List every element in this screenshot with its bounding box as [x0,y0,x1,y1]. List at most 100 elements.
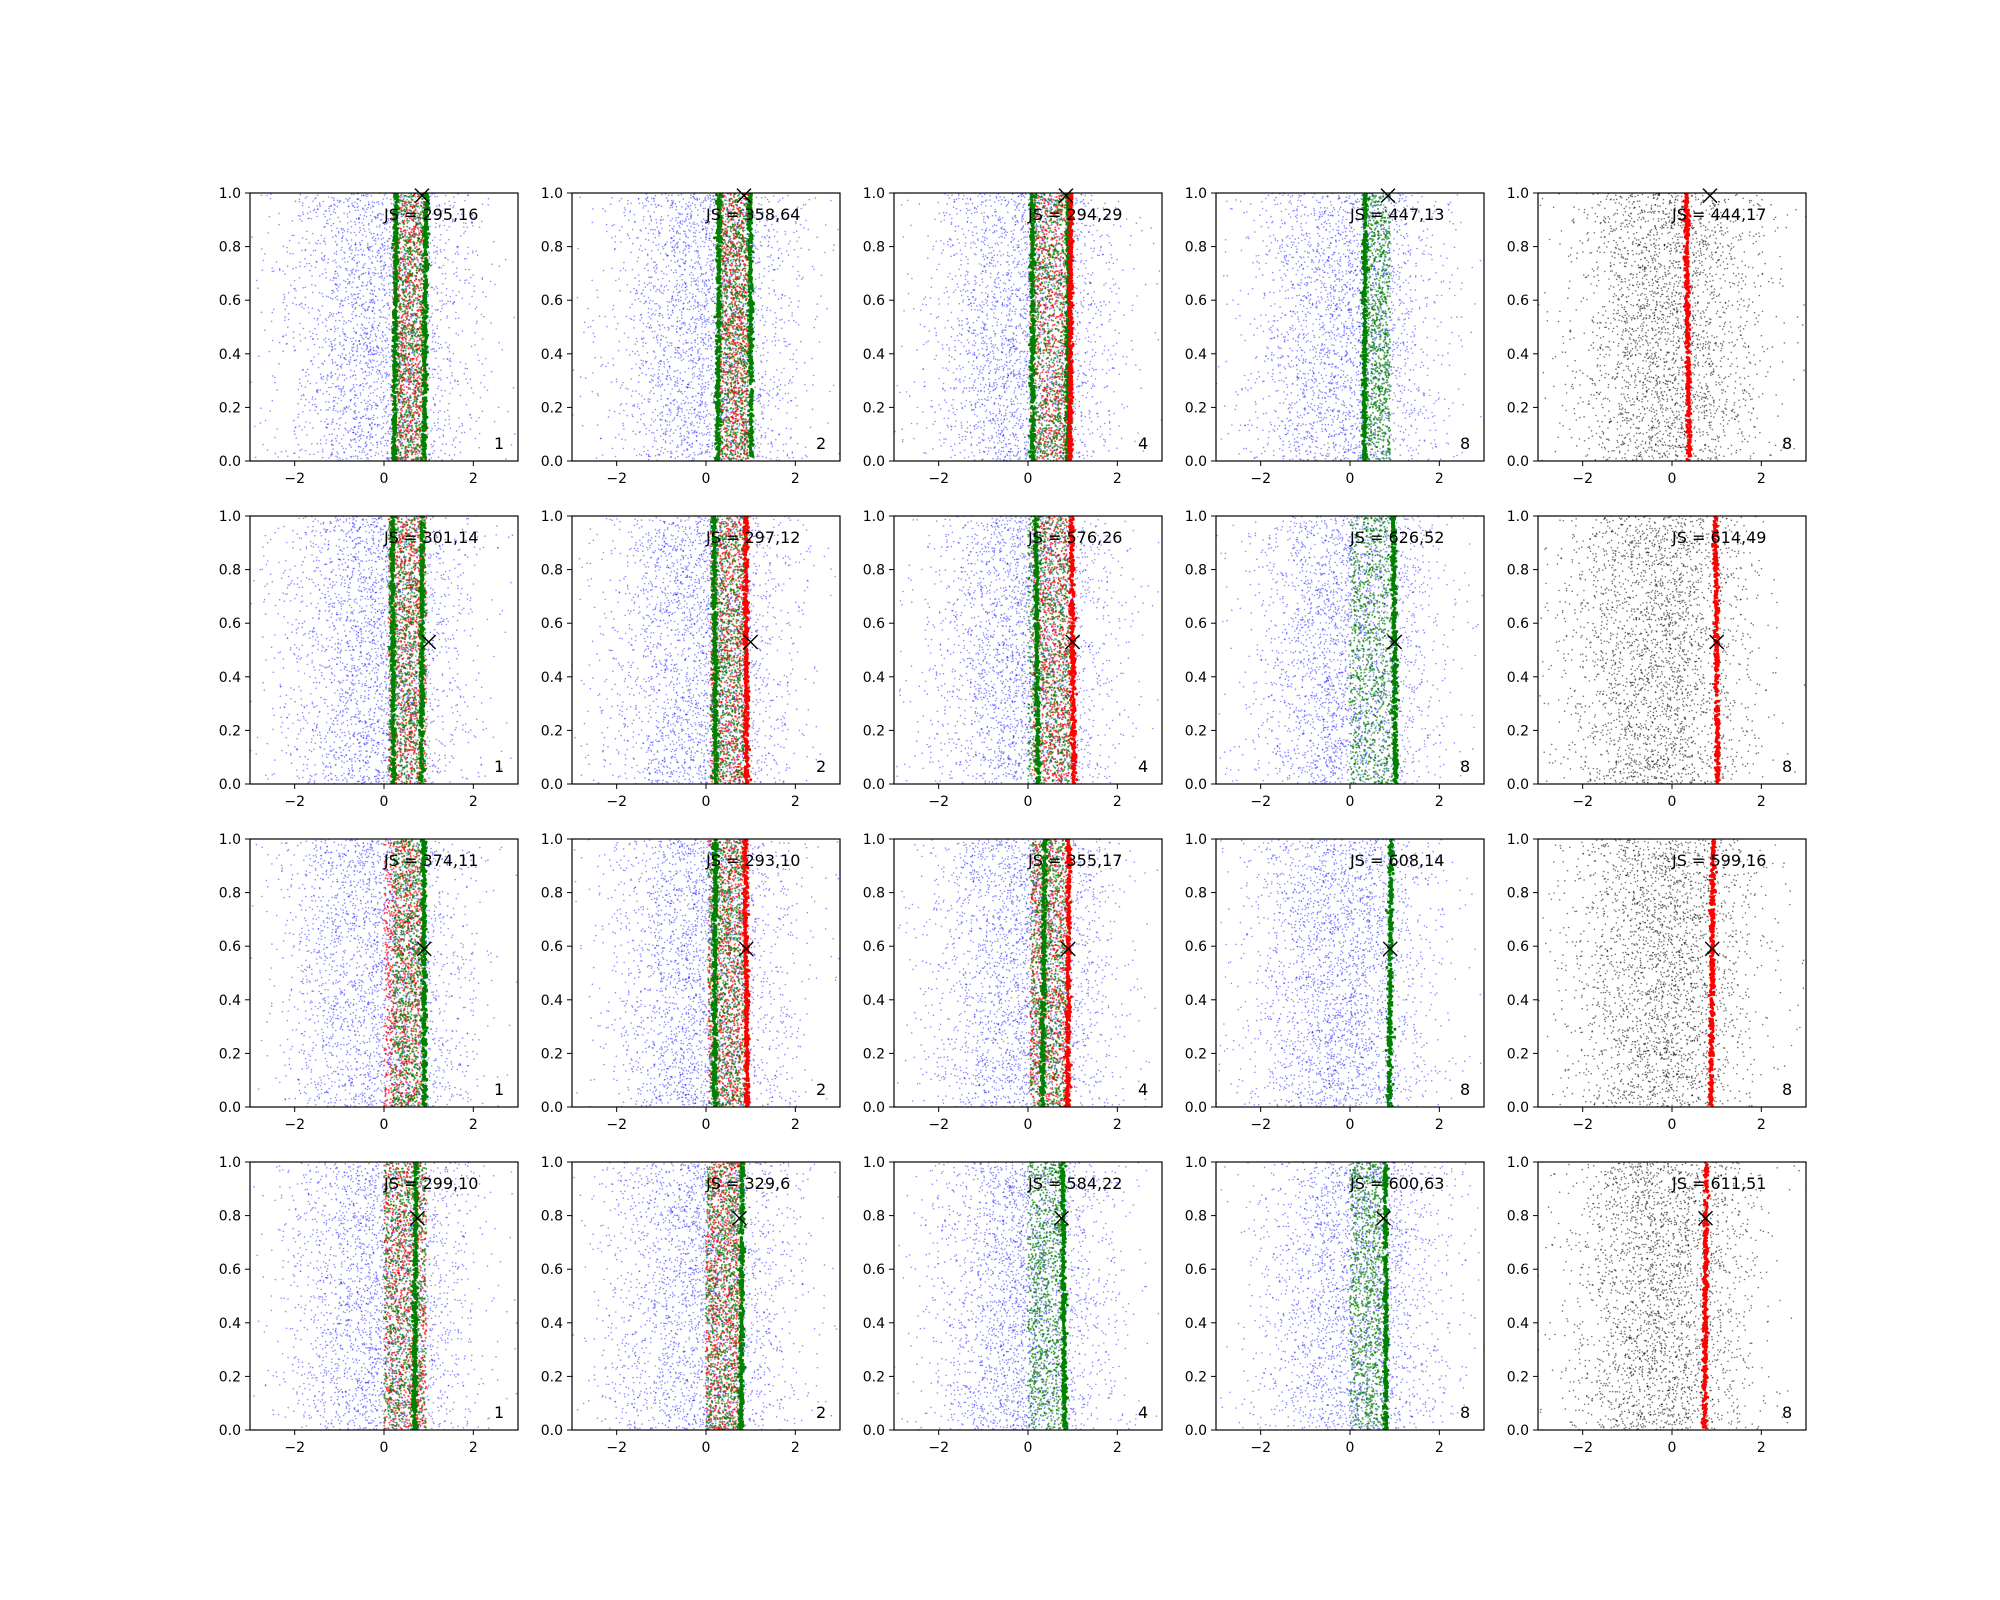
green-point [407,258,409,260]
cloud-point [388,432,390,434]
cloud-point [336,288,338,290]
cloud-point [336,440,338,442]
green-point [417,344,419,346]
cloud-point [338,388,340,390]
cloud-point [367,207,369,209]
green-point [400,344,402,346]
cloud-point [388,323,390,325]
green-point [413,372,415,374]
cloud-point [384,415,386,417]
cloud-point [406,199,408,201]
cloud-point [371,366,373,368]
cloud-point [349,249,351,251]
cloud-point [383,279,385,281]
cloud-point [381,375,383,377]
cloud-point [329,315,331,317]
cloud-point [444,249,446,251]
cloud-point [354,402,356,404]
cloud-point [400,197,402,199]
green-point [401,324,403,326]
red-point [397,432,399,434]
cloud-point [321,235,323,237]
cloud-point [390,384,392,386]
cloud-point [357,293,359,295]
cloud-point [372,323,374,325]
cloud-point [327,374,329,376]
cloud-point [352,337,354,339]
cloud-point [359,385,361,387]
cloud-point [499,265,501,267]
green-line-point [392,281,395,284]
green-line-point [393,414,396,417]
cloud-point [312,364,314,366]
cloud-point [386,453,388,455]
cloud-point [366,437,368,439]
cloud-point [322,378,324,380]
cloud-point [348,205,350,207]
cloud-point [372,294,374,296]
cloud-point [349,281,351,283]
green-point [415,433,417,435]
cloud-point [391,359,393,361]
cloud-point [369,399,371,401]
cloud-point [311,218,313,220]
cloud-point [363,339,365,341]
cloud-point [339,320,341,322]
red-point [404,345,406,347]
cloud-point [348,432,350,434]
cloud-point [375,366,377,368]
cloud-point [374,267,376,269]
cloud-point [366,317,368,319]
cloud-point [358,270,360,272]
cloud-point [378,330,380,332]
green-point [405,259,407,261]
green-point [420,334,422,336]
cloud-point [427,433,429,435]
red-point [400,350,402,352]
cloud-point [360,425,362,427]
cloud-point [471,346,473,348]
cloud-point [283,294,285,296]
cloud-point [388,351,390,353]
cloud-point [373,350,375,352]
green-point [404,421,406,423]
cloud-point [264,253,266,255]
green-line-point [396,279,399,282]
cloud-point [367,338,369,340]
green-point [414,235,416,237]
cloud-point [399,315,401,317]
cloud-point [325,277,327,279]
green-point [422,256,424,258]
green-point [417,294,419,296]
cloud-point [309,270,311,272]
cloud-point [317,451,319,453]
green-line-point [395,232,398,235]
cloud-point [355,234,357,236]
cloud-point [377,251,379,253]
green-point [423,201,425,203]
cloud-point [298,215,300,217]
cloud-point [360,244,362,246]
cloud-point [389,231,391,233]
cloud-point [368,229,370,231]
green-point [401,408,403,410]
green-point [403,393,405,395]
cloud-point [377,388,379,390]
green-point [412,383,414,385]
red-point [401,347,403,349]
green-point [411,427,413,429]
cloud-point [385,377,387,379]
cloud-point [325,318,327,320]
green-point [400,445,402,447]
red-point [407,397,409,399]
red-point [414,436,416,438]
cloud-point [387,240,389,242]
red-point [406,429,408,431]
cloud-point [387,400,389,402]
red-point [409,240,411,242]
cloud-point [463,226,465,228]
cloud-point [326,377,328,379]
cloud-point [377,444,379,446]
red-point [403,260,405,262]
green-point [406,426,408,428]
